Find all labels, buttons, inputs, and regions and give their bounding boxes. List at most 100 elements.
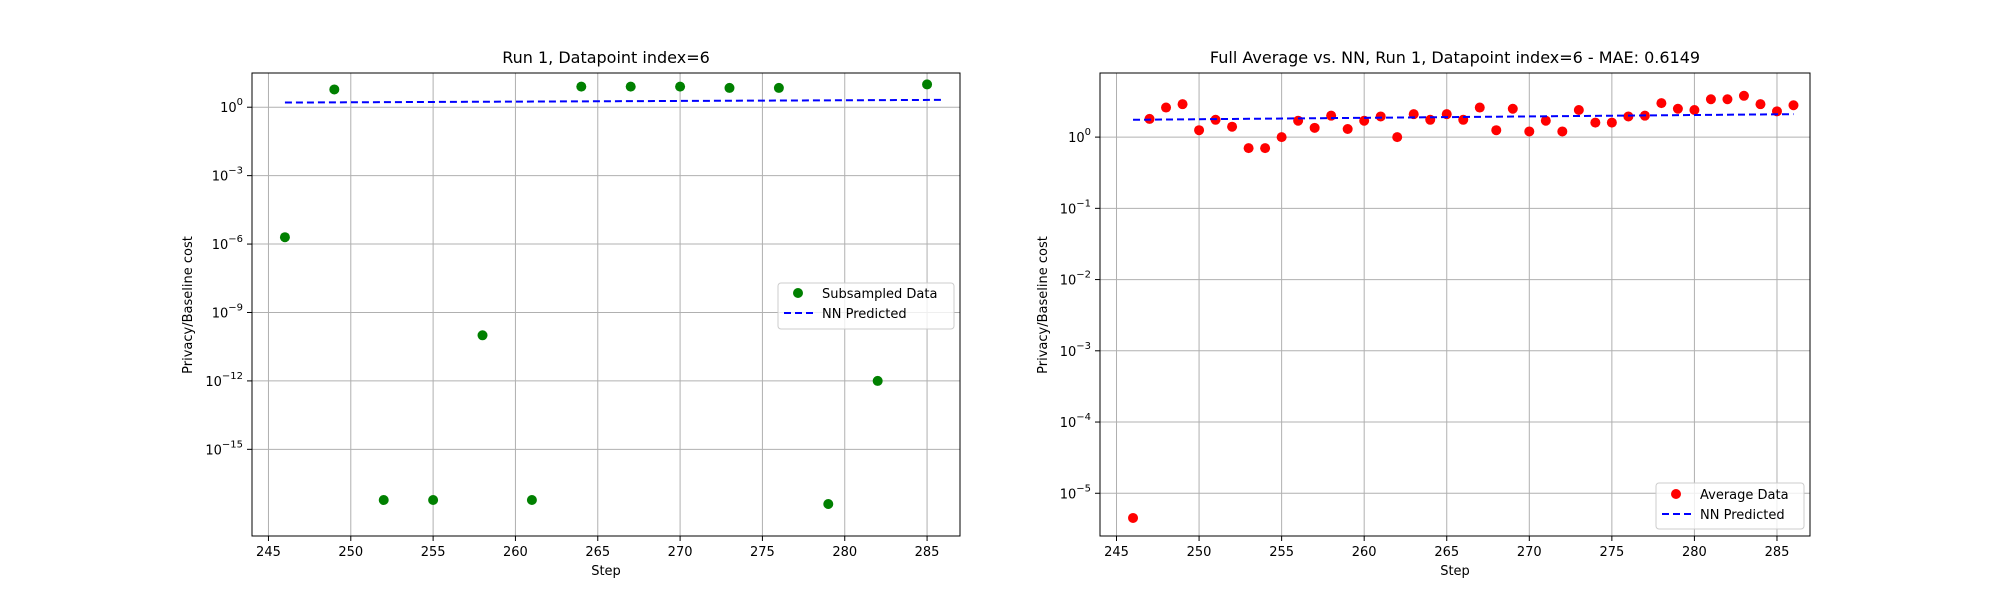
- data-point: [1689, 105, 1700, 116]
- data-point: [773, 82, 784, 93]
- data-point: [1342, 123, 1353, 134]
- data-point: [428, 495, 439, 506]
- axes-frame: [251, 72, 961, 537]
- data-point: [576, 81, 587, 92]
- chart-title: Run 1, Datapoint index=6: [502, 48, 710, 67]
- data-point: [1656, 98, 1667, 109]
- chart-title: Full Average vs. NN, Run 1, Datapoint in…: [1210, 48, 1700, 67]
- legend-label-subsampled: Subsampled Data: [822, 287, 937, 302]
- data-point: [1540, 115, 1551, 126]
- data-point: [675, 81, 686, 92]
- data-point: [1573, 105, 1584, 116]
- y-axis-label: Privacy/Baseline cost: [1036, 236, 1051, 374]
- y-tick-label: 100: [1068, 127, 1091, 146]
- x-tick-label: 270: [668, 545, 693, 560]
- x-tick-label: 280: [1682, 545, 1707, 560]
- data-point: [1375, 111, 1386, 122]
- data-point: [1672, 103, 1683, 114]
- data-point: [1606, 117, 1617, 128]
- legend: Subsampled Data NN Predicted: [777, 282, 955, 330]
- legend-marker-subsampled: [793, 288, 803, 298]
- data-point: [329, 84, 340, 95]
- data-point: [526, 495, 537, 506]
- data-point: [1392, 132, 1403, 143]
- data-point: [1788, 100, 1799, 111]
- data-point: [1722, 94, 1733, 105]
- legend-label-nn: NN Predicted: [1700, 508, 1785, 523]
- axes-frame: [1099, 72, 1811, 537]
- x-tick-label: 255: [421, 545, 446, 560]
- data-point: [1227, 121, 1238, 132]
- x-tick-label: 255: [1269, 545, 1294, 560]
- data-point: [1276, 132, 1287, 143]
- data-point: [1128, 512, 1139, 523]
- data-point: [1326, 110, 1337, 121]
- x-tick-label: 250: [338, 545, 363, 560]
- x-tick-label: 245: [1104, 545, 1129, 560]
- data-point: [1705, 94, 1716, 105]
- nn-predicted-line: [1133, 113, 1794, 121]
- data-point: [1243, 143, 1254, 154]
- y-tick-label: 10−3: [1060, 341, 1091, 360]
- x-tick-label: 285: [1765, 545, 1790, 560]
- plot-area: [279, 79, 944, 510]
- x-tick-label: 265: [585, 545, 610, 560]
- y-tick-label: 10−12: [205, 371, 243, 390]
- x-axis-label: Step: [591, 564, 621, 579]
- x-axis-ticks: 245 250 255 260 265 270 275 280 285: [1104, 536, 1789, 560]
- data-point: [823, 499, 834, 510]
- legend-box: [1655, 482, 1805, 530]
- data-point: [922, 79, 933, 90]
- data-point: [1507, 103, 1518, 114]
- x-axis-label: Step: [1440, 564, 1470, 579]
- legend-label-nn: NN Predicted: [822, 307, 907, 322]
- data-point: [1309, 122, 1320, 133]
- x-tick-label: 270: [1517, 545, 1542, 560]
- legend-marker-average: [1671, 489, 1681, 499]
- data-point: [1293, 115, 1304, 126]
- y-axis-ticks: 100 10−1 10−2 10−3 10−4 10−5: [1060, 127, 1100, 502]
- x-tick-label: 245: [256, 545, 281, 560]
- x-tick-label: 260: [1352, 545, 1377, 560]
- data-point: [724, 82, 735, 93]
- y-tick-label: 10−3: [212, 166, 243, 185]
- data-point: [1474, 102, 1485, 113]
- y-tick-label: 10−5: [1060, 483, 1091, 502]
- grid: [1100, 73, 1810, 536]
- data-point: [1177, 99, 1188, 110]
- x-tick-label: 265: [1434, 545, 1459, 560]
- data-point: [1557, 126, 1568, 137]
- data-point: [1738, 90, 1749, 101]
- y-tick-label: 10−6: [212, 234, 243, 253]
- legend-box: [777, 282, 955, 330]
- x-tick-label: 275: [1599, 545, 1624, 560]
- x-tick-label: 285: [915, 545, 940, 560]
- y-tick-label: 10−15: [205, 439, 243, 458]
- legend: Average Data NN Predicted: [1655, 482, 1805, 530]
- y-tick-label: 10−1: [1060, 198, 1091, 217]
- y-tick-label: 100: [220, 97, 243, 116]
- x-tick-label: 260: [503, 545, 528, 560]
- data-point: [1755, 99, 1766, 110]
- data-point: [872, 375, 883, 386]
- y-tick-label: 10−9: [212, 302, 243, 321]
- data-point: [1260, 143, 1271, 154]
- y-axis-label: Privacy/Baseline cost: [181, 236, 196, 374]
- legend-label-average: Average Data: [1700, 488, 1789, 503]
- data-point: [378, 495, 389, 506]
- y-tick-label: 10−4: [1060, 412, 1091, 431]
- x-tick-label: 280: [832, 545, 857, 560]
- data-point: [1194, 125, 1205, 136]
- data-point: [625, 81, 636, 92]
- data-point: [1524, 126, 1535, 137]
- chart-right: Full Average vs. NN, Run 1, Datapoint in…: [1036, 48, 1811, 579]
- plot-area: [1128, 90, 1799, 523]
- x-tick-label: 275: [750, 545, 775, 560]
- data-point: [1590, 117, 1601, 128]
- x-tick-label: 250: [1187, 545, 1212, 560]
- chart-left: Run 1, Datapoint index=6 245 250 255 260 265…: [181, 48, 961, 579]
- data-point: [279, 232, 290, 243]
- y-tick-label: 10−2: [1060, 270, 1091, 289]
- data-point: [1491, 125, 1502, 136]
